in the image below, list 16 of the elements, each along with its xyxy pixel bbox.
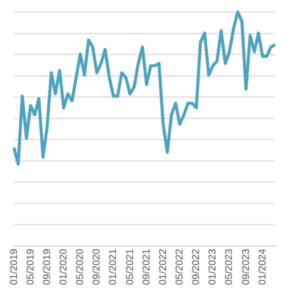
- x-tick-label: 01/2020: [58, 248, 70, 286]
- x-tick-label: 09/2019: [42, 248, 53, 286]
- x-tick-label: 01/2024: [257, 248, 268, 286]
- x-tick-label: 01/2022: [158, 248, 169, 286]
- x-tick-label: 05/2021: [124, 248, 136, 286]
- x-tick-label: 09/2020: [92, 248, 103, 286]
- x-tick-label: 09/2022: [191, 248, 202, 286]
- x-tick-label: 09/2023: [240, 248, 252, 286]
- x-tick-label: 01/2019: [8, 248, 20, 286]
- x-tick-label: 05/2023: [224, 248, 236, 286]
- x-tick-label: 01/2021: [108, 248, 120, 286]
- x-tick-label: 05/2022: [174, 248, 186, 286]
- x-tick-label: 09/2021: [141, 248, 152, 286]
- x-tick-label: 01/2023: [208, 248, 219, 286]
- x-tick-label: 05/2019: [25, 248, 36, 286]
- x-tick-label: 05/2020: [75, 248, 86, 286]
